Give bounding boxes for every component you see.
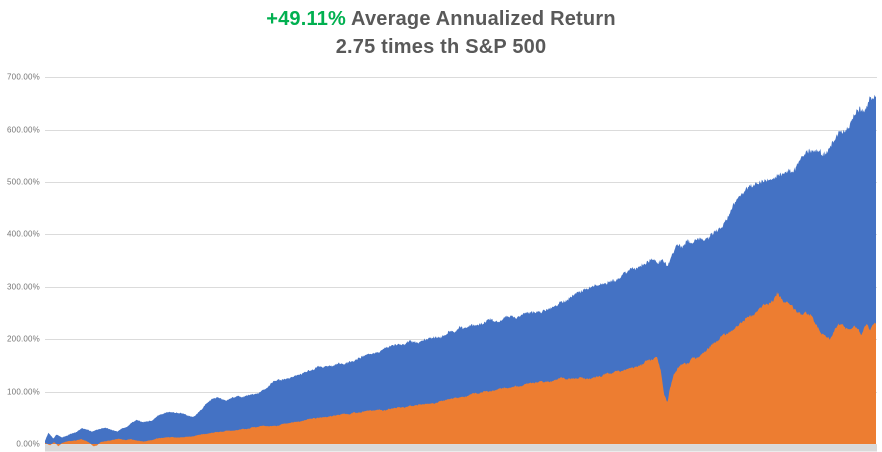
- y-axis-label: 300.00%: [7, 282, 40, 292]
- return-percent-value: +49.11%: [266, 8, 347, 30]
- x-axis-strip: [45, 445, 877, 452]
- chart-title: +49.11% Average Annualized Return 2.75 t…: [0, 5, 882, 61]
- y-axis-label: 600.00%: [7, 125, 40, 135]
- title-line1: +49.11% Average Annualized Return: [0, 5, 882, 33]
- orange-area-series: [45, 292, 876, 447]
- y-axis-label: 400.00%: [7, 229, 40, 239]
- y-axis-label: 200.00%: [7, 334, 40, 344]
- blue-area-series: [45, 94, 876, 445]
- y-axis-label: 100.00%: [7, 387, 40, 397]
- y-axis-label: 0.00%: [16, 439, 40, 449]
- title-line2: 2.75 times th S&P 500: [335, 36, 547, 58]
- title-line1-text: Average Annualized Return: [346, 8, 616, 30]
- y-axis-label: 700.00%: [7, 72, 40, 82]
- y-axis-label: 500.00%: [7, 177, 40, 187]
